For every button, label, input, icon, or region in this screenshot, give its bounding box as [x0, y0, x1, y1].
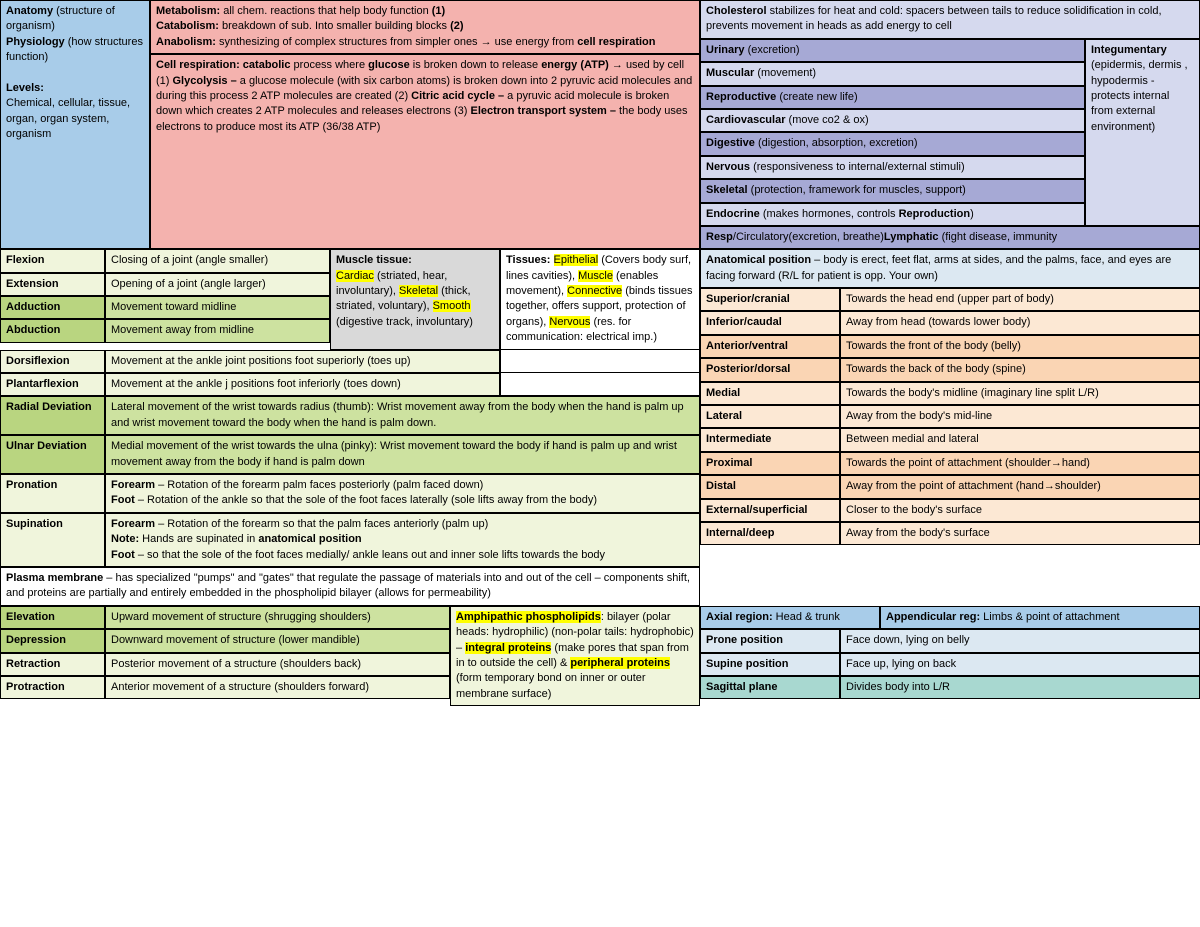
- movement-term: Protraction: [0, 676, 105, 699]
- direction-def: Towards the back of the body (spine): [840, 358, 1200, 381]
- bottom-section: ElevationUpward movement of structure (s…: [0, 606, 1200, 706]
- systems-list: Urinary (excretion)Muscular (movement)Re…: [700, 39, 1085, 226]
- movement-def: Upward movement of structure (shrugging …: [105, 606, 450, 629]
- direction-def: Towards the head end (upper part of body…: [840, 288, 1200, 311]
- top-section: Anatomy (structure of organism) Physiolo…: [0, 0, 1200, 249]
- levels-h: Levels:: [6, 82, 44, 94]
- region-term: Prone position: [700, 629, 840, 652]
- anatomy-block: Anatomy (structure of organism) Physiolo…: [0, 0, 150, 249]
- movement-def: Movement at the ankle joint positions fo…: [105, 350, 500, 373]
- physiology-h: Physiology: [6, 36, 65, 48]
- region-term: Sagittal plane: [700, 676, 840, 699]
- system-row: Muscular (movement): [700, 62, 1085, 85]
- system-row: Nervous (responsiveness to internal/exte…: [700, 156, 1085, 179]
- direction-term: Lateral: [700, 405, 840, 428]
- system-row: Cardiovascular (move co2 & ox): [700, 109, 1085, 132]
- tissues-block: Tissues: Epithelial (Covers body surf, l…: [500, 249, 700, 349]
- movement-def: Medial movement of the wrist towards the…: [105, 435, 700, 474]
- respiration-block: Cell respiration: catabolic process wher…: [150, 54, 700, 249]
- movement-def: Closing of a joint (angle smaller): [105, 249, 330, 272]
- direction-term: Anterior/ventral: [700, 335, 840, 358]
- direction-def: Closer to the body's surface: [840, 499, 1200, 522]
- metabolism-col: Metabolism: all chem. reactions that hel…: [150, 0, 700, 249]
- movement-def: Movement at the ankle j positions foot i…: [105, 373, 500, 396]
- direction-def: Between medial and lateral: [840, 428, 1200, 451]
- movement-def: Posterior movement of a structure (shoul…: [105, 653, 450, 676]
- resp-lymph-block: Resp/Circulatory(excretion, breathe)Lymp…: [700, 226, 1200, 249]
- direction-term: Medial: [700, 382, 840, 405]
- direction-term: Posterior/dorsal: [700, 358, 840, 381]
- region-def: Face up, lying on back: [840, 653, 1200, 676]
- movement-def: Downward movement of structure (lower ma…: [105, 629, 450, 652]
- movements2-col: ElevationUpward movement of structure (s…: [0, 606, 450, 706]
- movement-def: Movement away from midline: [105, 319, 330, 342]
- region-term: Axial region: Head & trunk: [700, 606, 880, 629]
- metabolism-block: Metabolism: all chem. reactions that hel…: [150, 0, 700, 54]
- movement-def: Movement toward midline: [105, 296, 330, 319]
- direction-def: Towards the body's midline (imaginary li…: [840, 382, 1200, 405]
- system-row: Endocrine (makes hormones, controls Repr…: [700, 203, 1085, 226]
- movement-term: Ulnar Deviation: [0, 435, 105, 474]
- system-row: Skeletal (protection, framework for musc…: [700, 179, 1085, 202]
- movement-def: Forearm – Rotation of the forearm palm f…: [105, 474, 700, 513]
- anat-directions-col: Anatomical position – body is erect, fee…: [700, 249, 1200, 605]
- cholesterol-block: Cholesterol stabilizes for heat and cold…: [700, 0, 1200, 39]
- movement-def: Anterior movement of a structure (should…: [105, 676, 450, 699]
- systems-col: Cholesterol stabilizes for heat and cold…: [700, 0, 1200, 249]
- direction-def: Towards the front of the body (belly): [840, 335, 1200, 358]
- anatomy-h: Anatomy: [6, 5, 53, 17]
- integumentary-block: Integumentary(epidermis, dermis , hypode…: [1085, 39, 1200, 226]
- movement-term: Radial Deviation: [0, 396, 105, 435]
- direction-def: Away from the point of attachment (hand→…: [840, 475, 1200, 498]
- region-def: Face down, lying on belly: [840, 629, 1200, 652]
- movement-term: Depression: [0, 629, 105, 652]
- plasma-block: Plasma membrane – has specialized "pumps…: [0, 567, 700, 606]
- direction-term: Inferior/caudal: [700, 311, 840, 334]
- muscle-tissue-block: Muscle tissue:Cardiac (striated, hear, i…: [330, 249, 500, 349]
- movement-term: Adduction: [0, 296, 105, 319]
- amphipathic-block: Amphipathic phospholipids: bilayer (pola…: [450, 606, 700, 706]
- direction-def: Away from head (towards lower body): [840, 311, 1200, 334]
- movement-def: Forearm – Rotation of the forearm so tha…: [105, 513, 700, 567]
- direction-def: Towards the point of attachment (shoulde…: [840, 452, 1200, 475]
- movement-term: Pronation: [0, 474, 105, 513]
- movement-def: Lateral movement of the wrist towards ra…: [105, 396, 700, 435]
- regions-col: Axial region: Head & trunkAppendicular r…: [700, 606, 1200, 706]
- system-row: Reproductive (create new life): [700, 86, 1085, 109]
- movement-term: Dorsiflexion: [0, 350, 105, 373]
- direction-def: Away from the body's mid-line: [840, 405, 1200, 428]
- levels-d: Chemical, cellular, tissue, organ, organ…: [6, 97, 130, 140]
- movement-term: Plantarflexion: [0, 373, 105, 396]
- direction-term: Internal/deep: [700, 522, 840, 545]
- region-def: Appendicular reg: Limbs & point of attac…: [880, 606, 1200, 629]
- movements-col: FlexionClosing of a joint (angle smaller…: [0, 249, 700, 605]
- direction-term: External/superficial: [700, 499, 840, 522]
- movement-term: Abduction: [0, 319, 105, 342]
- direction-term: Intermediate: [700, 428, 840, 451]
- direction-def: Away from the body's surface: [840, 522, 1200, 545]
- system-row: Digestive (digestion, absorption, excret…: [700, 132, 1085, 155]
- system-row: Urinary (excretion): [700, 39, 1085, 62]
- movement-term: Flexion: [0, 249, 105, 272]
- direction-term: Superior/cranial: [700, 288, 840, 311]
- movement-term: Extension: [0, 273, 105, 296]
- movement-def: Opening of a joint (angle larger): [105, 273, 330, 296]
- movement-term: Elevation: [0, 606, 105, 629]
- direction-term: Distal: [700, 475, 840, 498]
- movement-term: Retraction: [0, 653, 105, 676]
- region-def: Divides body into L/R: [840, 676, 1200, 699]
- movement-term: Supination: [0, 513, 105, 567]
- anat-position-block: Anatomical position – body is erect, fee…: [700, 249, 1200, 288]
- mid-section: FlexionClosing of a joint (angle smaller…: [0, 249, 1200, 605]
- region-term: Supine position: [700, 653, 840, 676]
- direction-term: Proximal: [700, 452, 840, 475]
